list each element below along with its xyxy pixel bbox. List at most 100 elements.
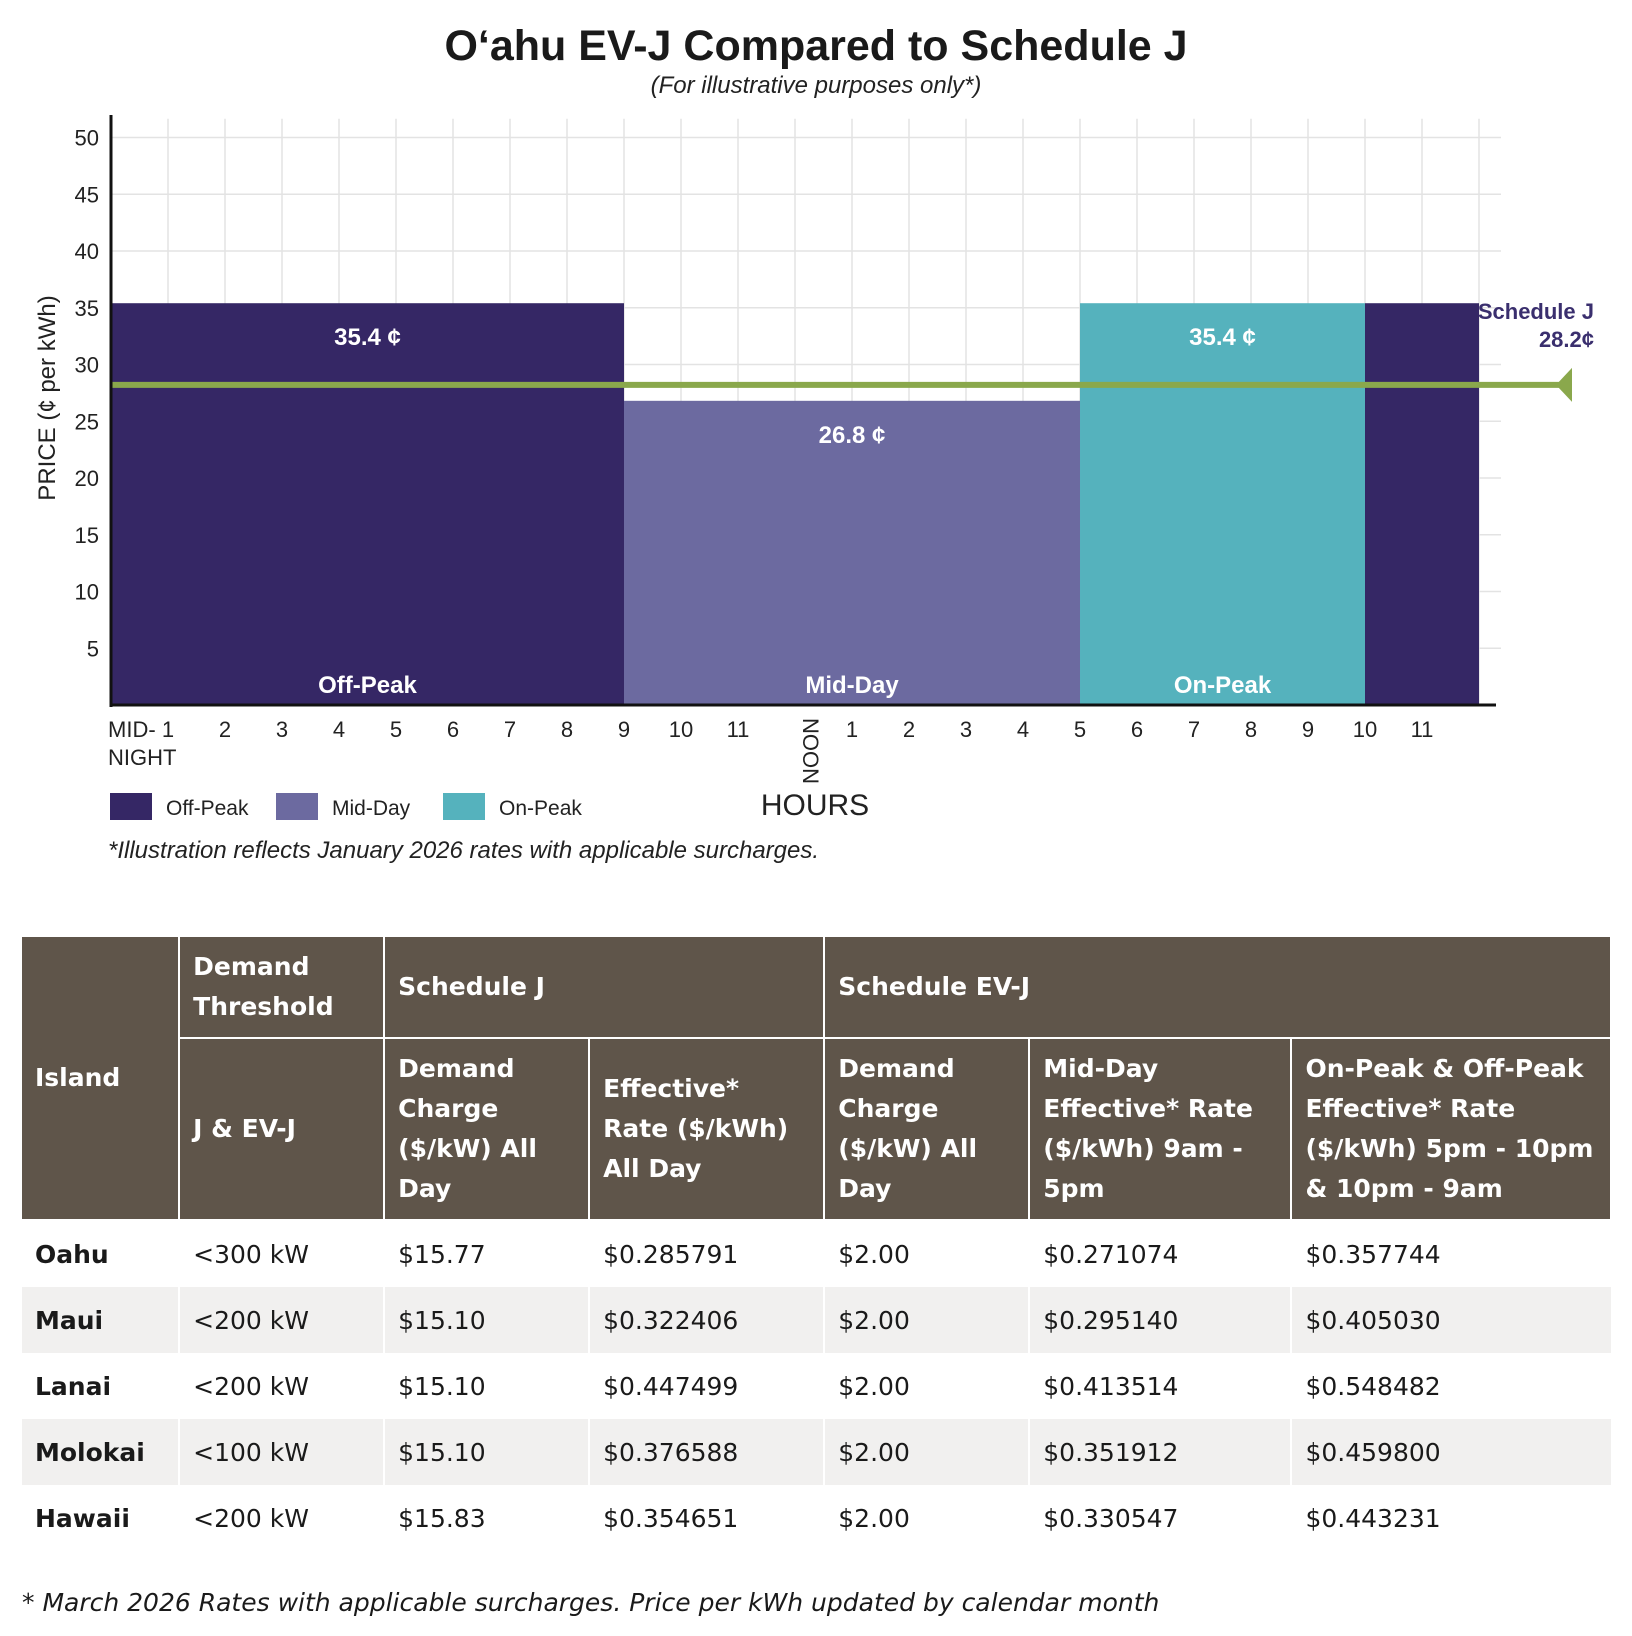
header-j-demand-charge: Demand Charge ($/kW) All Day	[383, 1037, 591, 1221]
x-tick-label: 6	[447, 717, 459, 742]
bar-period-label: Mid-Day	[805, 672, 899, 699]
cell-threshold: <300 kW	[178, 1220, 385, 1287]
x-tick-label: 10	[669, 717, 693, 742]
cell-evj-midday: $0.351912	[1028, 1419, 1292, 1485]
rate-chart-svg: O‘ahu EV-J Compared to Schedule J (For i…	[34, 22, 1594, 864]
cell-j-demand: $15.77	[383, 1220, 590, 1287]
table-row: Lanai <200 kW $15.10 $0.447499 $2.00 $0.…	[19, 1353, 1611, 1419]
x-tick-label: 11	[1411, 717, 1434, 742]
cell-j-demand: $15.83	[383, 1485, 590, 1551]
cell-threshold: <200 kW	[178, 1485, 385, 1551]
x-tick-label: 4	[1017, 717, 1029, 742]
x-tick-label: 2	[219, 717, 231, 742]
bar-value-label: 26.8 ¢	[819, 422, 886, 449]
schedule-j-arrow-icon	[1556, 367, 1572, 402]
y-tick-label: 20	[75, 466, 99, 491]
y-tick-label: 40	[75, 239, 99, 264]
cell-j-rate: $0.447499	[588, 1353, 825, 1419]
y-tick-label: 5	[87, 636, 99, 661]
y-tick-label: 35	[75, 296, 99, 321]
y-tick-label: 30	[75, 353, 99, 378]
rates-table: Island Demand Threshold Schedule J Sched…	[19, 935, 1612, 1551]
x-axis-label: HOURS	[761, 789, 869, 822]
legend-label: Off-Peak	[166, 797, 249, 820]
legend-swatch	[443, 793, 485, 820]
header-j-evj: J & EV-J	[178, 1037, 386, 1221]
cell-island: Oahu	[19, 1220, 180, 1287]
header-demand-threshold: Demand Threshold	[178, 935, 386, 1039]
rate-chart: O‘ahu EV-J Compared to Schedule J (For i…	[34, 22, 1594, 864]
header-evj-demand-charge: Demand Charge ($/kW) All Day	[823, 1037, 1031, 1221]
bar-off-peak	[111, 303, 624, 705]
cell-island: Molokai	[19, 1419, 180, 1485]
legend-label: Mid-Day	[332, 797, 411, 820]
table-row: Maui <200 kW $15.10 $0.322406 $2.00 $0.2…	[19, 1287, 1611, 1353]
y-tick-labels: 5 10 15 20 25 30 35 40 45 50	[75, 126, 99, 662]
bar-value-label: 35.4 ¢	[1189, 324, 1256, 351]
cell-island: Maui	[19, 1287, 180, 1353]
cell-evj-demand: $2.00	[823, 1287, 1030, 1353]
bar-on-peak	[1080, 303, 1365, 705]
y-axis-label: PRICE (¢ per kWh)	[34, 295, 61, 500]
y-tick-label: 10	[75, 580, 99, 605]
header-evj-midday-rate: Mid-Day Effective* Rate ($/kWh) 9am - 5p…	[1028, 1037, 1293, 1221]
header-evj-onoff-rate: On-Peak & Off-Peak Effective* Rate ($/kW…	[1290, 1037, 1612, 1221]
cell-evj-onoff: $0.443231	[1290, 1485, 1611, 1551]
x-tick-labels: MID- NIGHT 1 2 3 4 5 6 7 8 9 10 11 NOON 1 2 3 4 5 6 7 8 9 10 11	[108, 717, 1433, 784]
legend-swatch	[276, 793, 318, 820]
table-footnote: * March 2026 Rates with applicable surch…	[22, 1588, 1160, 1617]
x-tick-label: 8	[561, 717, 573, 742]
x-tick-label: 9	[618, 717, 630, 742]
cell-threshold: <200 kW	[178, 1287, 385, 1353]
bar-mid-day	[624, 400, 1080, 705]
cell-threshold: <200 kW	[178, 1353, 385, 1419]
x-tick-label: 1	[162, 717, 174, 742]
cell-j-rate: $0.354651	[588, 1485, 825, 1551]
cell-j-demand: $15.10	[383, 1287, 590, 1353]
bar-off-peak	[1365, 303, 1479, 705]
x-tick-label: 3	[276, 717, 288, 742]
x-tick-label: MID-	[108, 717, 156, 742]
x-tick-label: NOON	[798, 718, 823, 784]
cell-evj-midday: $0.413514	[1028, 1353, 1292, 1419]
chart-note: *Illustration reflects January 2026 rate…	[108, 837, 819, 864]
y-tick-label: 50	[75, 126, 99, 151]
cell-j-demand: $15.10	[383, 1419, 590, 1485]
cell-evj-demand: $2.00	[823, 1485, 1030, 1551]
cell-evj-midday: $0.295140	[1028, 1287, 1292, 1353]
schedule-j-label: Schedule J	[1478, 299, 1594, 324]
table-row: Molokai <100 kW $15.10 $0.376588 $2.00 $…	[19, 1419, 1611, 1485]
legend-swatch	[110, 793, 152, 820]
cell-evj-onoff: $0.405030	[1290, 1287, 1611, 1353]
schedule-j-reference: Schedule J 28.2¢	[111, 299, 1594, 402]
chart-subtitle: (For illustrative purposes only*)	[651, 72, 982, 99]
x-tick-label: 2	[903, 717, 915, 742]
cell-evj-demand: $2.00	[823, 1220, 1030, 1287]
x-tick-label: 5	[390, 717, 402, 742]
table-header-row-2: J & EV-J Demand Charge ($/kW) All Day Ef…	[21, 1037, 1612, 1221]
cell-evj-demand: $2.00	[823, 1353, 1030, 1419]
cell-j-rate: $0.322406	[588, 1287, 825, 1353]
header-schedule-j: Schedule J	[383, 935, 826, 1039]
x-tick-label: 10	[1353, 717, 1377, 742]
x-tick-label: 9	[1302, 717, 1314, 742]
bar-value-label: 35.4 ¢	[334, 324, 401, 351]
x-tick-label: 5	[1074, 717, 1086, 742]
header-island: Island	[19, 935, 181, 1221]
y-tick-label: 15	[75, 523, 99, 548]
cell-evj-midday: $0.271074	[1028, 1220, 1292, 1287]
table-row: Hawaii <200 kW $15.83 $0.354651 $2.00 $0…	[19, 1485, 1611, 1551]
axes	[109, 115, 1496, 707]
bar-period-label: On-Peak	[1174, 672, 1272, 699]
cell-evj-demand: $2.00	[823, 1419, 1030, 1485]
y-tick-label: 25	[75, 409, 99, 434]
bar-period-label: Off-Peak	[318, 672, 417, 699]
x-tick-label: 8	[1245, 717, 1257, 742]
legend-label: On-Peak	[499, 797, 582, 820]
header-j-effective-rate: Effective* Rate ($/kWh) All Day	[588, 1037, 826, 1221]
x-tick-label: 1	[846, 717, 858, 742]
bars: 35.4 ¢ Off-Peak 26.8 ¢ Mid-Day 35.4 ¢ On-Peak	[111, 303, 1479, 705]
schedule-j-value-label: 28.2¢	[1539, 327, 1594, 352]
table-row: Oahu <300 kW $15.77 $0.285791 $2.00 $0.2…	[19, 1220, 1611, 1287]
x-tick-label: 11	[727, 717, 750, 742]
